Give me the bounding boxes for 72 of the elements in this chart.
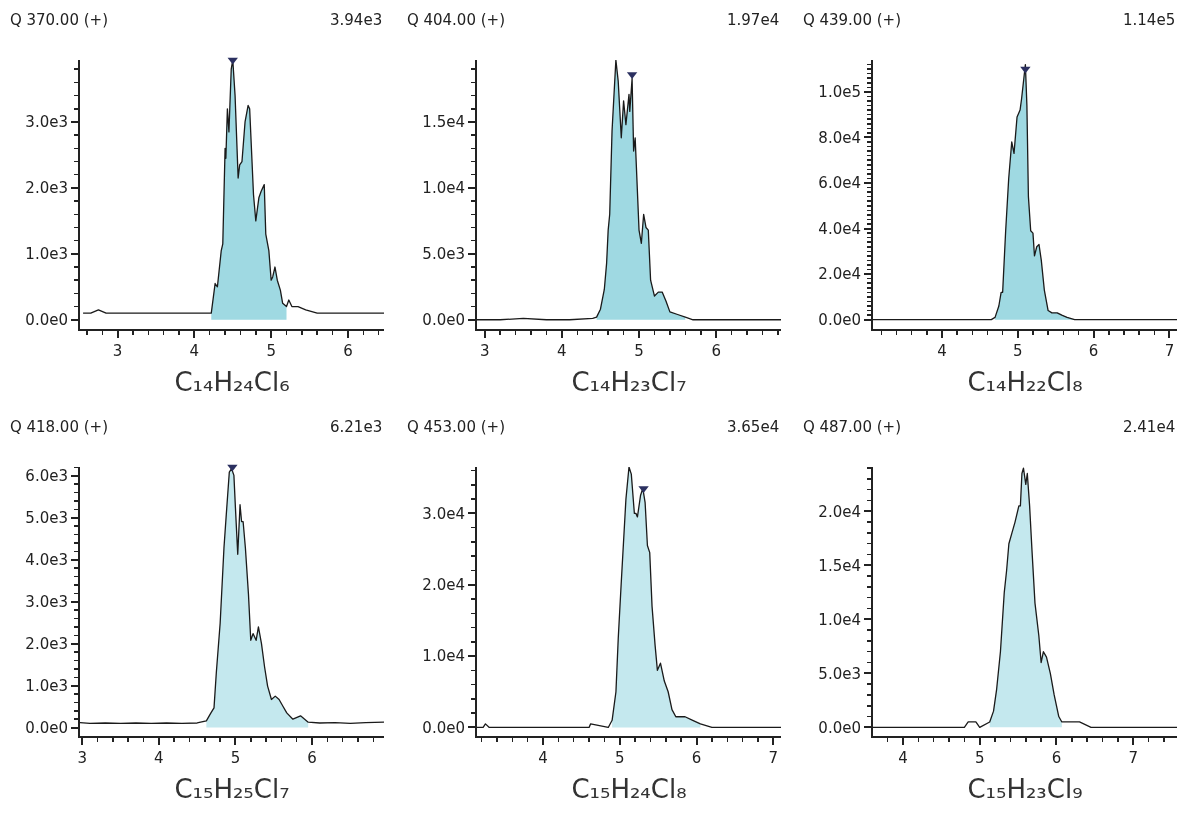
text: 2.41e4 [1123, 418, 1176, 436]
chart-title: Q 439.00 (+) [802, 11, 902, 30]
x-axis-title: C₁₄H₂₂Cl₈ [967, 367, 1083, 398]
y-tick-label: 1.0e4 [422, 179, 465, 198]
x-axis-title: C₁₄H₂₄Cl₆ [174, 367, 290, 398]
x-tick-label: 4 [189, 342, 200, 360]
y-tick-label: 1.0e4 [818, 610, 861, 629]
x-tick-label: 6 [1051, 749, 1062, 767]
y-tick-label: 0.0e0 [818, 310, 861, 329]
x-tick-label: 5 [634, 342, 644, 360]
x-tick-label: 4 [898, 749, 908, 767]
x-tick-label: 4 [557, 342, 567, 360]
y-tick-label: 2.0e4 [422, 575, 465, 594]
x-tick-label: 4 [154, 749, 164, 767]
y-tick-label: 2.0e4 [818, 502, 861, 521]
text: 3.94e3 [330, 11, 383, 29]
x-axis-title: C₁₅H₂₃Cl₉ [967, 774, 1083, 805]
chart-title: Q 453.00 (+) [406, 418, 506, 437]
x-tick-label: 5 [1013, 342, 1023, 360]
y-tick-label: 5.0e3 [818, 664, 861, 683]
y-tick-label: 6.0e4 [818, 174, 861, 193]
chart-title: Q 370.00 (+) [9, 11, 109, 30]
x-axis-title: C₁₄H₂₃Cl₇ [571, 367, 687, 398]
y-tick-label: 3.0e3 [25, 592, 68, 611]
y-tick-label: 5.0e3 [422, 245, 465, 264]
x-tick-label: 3 [112, 342, 123, 360]
x-tick-label: 5 [266, 342, 276, 360]
x-tick-label: 6 [711, 342, 721, 360]
chart-title: Q 404.00 (+) [406, 11, 506, 30]
chart-title: Q 487.00 (+) [802, 418, 902, 437]
text: 6.21e3 [330, 418, 383, 436]
y-tick-label: 5.0e3 [25, 509, 68, 528]
x-tick-label: 6 [307, 749, 317, 767]
y-tick-label: 0.0e0 [25, 311, 68, 330]
x-tick-label: 7 [768, 749, 779, 767]
x-tick-label: 6 [343, 342, 353, 360]
x-tick-label: 7 [1128, 749, 1139, 767]
x-tick-label: 3 [479, 342, 490, 360]
y-tick-label: 0.0e0 [422, 311, 465, 330]
y-tick-label: 2.0e3 [25, 179, 68, 198]
y-tick-label: 0.0e0 [422, 718, 465, 737]
x-tick-label: 5 [974, 749, 985, 767]
y-tick-label: 3.0e4 [422, 504, 465, 523]
y-tick-label: 3.0e3 [25, 113, 68, 132]
y-tick-label: 2.0e4 [818, 265, 861, 284]
x-axis-title: C₁₅H₂₄Cl₈ [571, 774, 687, 805]
x-tick-label: 6 [1088, 342, 1099, 360]
y-tick-label: 1.0e3 [25, 245, 68, 264]
y-tick-label: 4.0e4 [818, 219, 861, 238]
y-tick-label: 4.0e3 [25, 550, 68, 569]
x-tick-label: 5 [230, 749, 241, 767]
x-tick-label: 3 [77, 749, 88, 767]
y-tick-label: 6.0e3 [25, 467, 68, 486]
text: 1.14e5 [1123, 11, 1176, 29]
y-tick-label: 1.0e4 [422, 647, 465, 666]
x-tick-label: 5 [615, 749, 625, 767]
y-tick-label: 1.0e5 [818, 83, 861, 102]
y-tick-label: 1.0e3 [25, 676, 68, 695]
y-tick-label: 0.0e0 [25, 718, 68, 737]
y-tick-label: 0.0e0 [818, 718, 861, 737]
y-tick-label: 1.5e4 [422, 113, 465, 132]
y-tick-label: 8.0e4 [818, 128, 861, 147]
x-tick-label: 4 [937, 342, 947, 360]
x-tick-label: 7 [1164, 342, 1175, 360]
y-tick-label: 2.0e3 [25, 634, 68, 653]
chart-title: Q 418.00 (+) [9, 418, 109, 437]
text: 3.65e4 [727, 418, 780, 436]
x-axis-title: C₁₅H₂₅Cl₇ [174, 774, 290, 805]
x-tick-label: 6 [691, 749, 702, 767]
text: 1.97e4 [727, 11, 780, 29]
y-tick-label: 1.5e4 [818, 556, 861, 575]
x-tick-label: 4 [538, 749, 548, 767]
